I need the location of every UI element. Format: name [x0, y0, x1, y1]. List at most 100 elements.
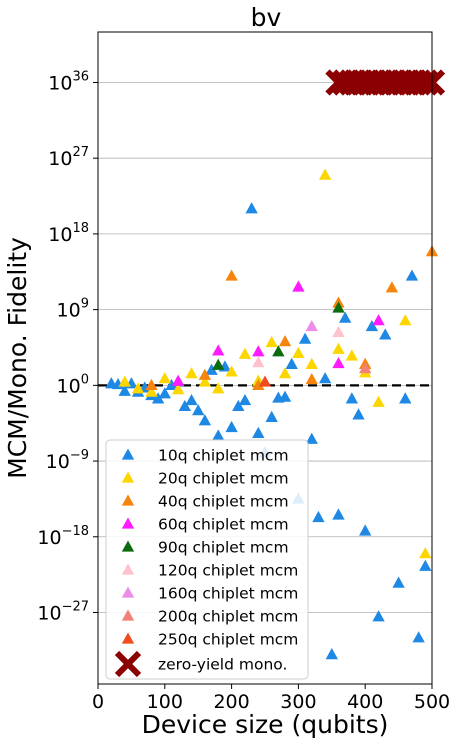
data-point	[359, 362, 372, 374]
data-point	[212, 344, 225, 356]
data-point	[252, 378, 265, 391]
x-tick-label: 0	[92, 691, 104, 713]
series-9	[325, 69, 446, 96]
data-point	[238, 347, 252, 359]
data-point	[278, 367, 292, 379]
data-point	[232, 399, 245, 412]
legend-marker	[121, 586, 135, 598]
data-point	[318, 168, 332, 180]
y-tick-exponent: 0	[81, 372, 89, 387]
data-point	[151, 392, 165, 404]
y-tick-base: 10	[46, 451, 70, 473]
data-point	[405, 269, 419, 281]
y-tick-label: 1036	[48, 69, 89, 94]
legend-marker-x-stroke	[114, 650, 142, 678]
legend-label: 160q chiplet mcm	[158, 585, 298, 603]
data-point	[198, 414, 212, 426]
legend-label: 40q chiplet mcm	[158, 493, 289, 511]
legend-label: 10q chiplet mcm	[158, 447, 289, 465]
y-tick-label: 10−18	[37, 524, 89, 549]
legend-label: 90q chiplet mcm	[158, 539, 289, 557]
data-point	[252, 356, 265, 368]
data-point	[165, 378, 178, 391]
data-point	[305, 432, 318, 444]
y-tick-label: 1027	[48, 145, 89, 170]
series-4	[212, 301, 345, 370]
y-tick-label: 10−9	[46, 448, 89, 473]
data-point	[359, 524, 372, 536]
legend-marker	[121, 540, 135, 552]
data-point	[212, 382, 225, 394]
x-axis-ticks: 0 100 200 300 400 500	[92, 684, 450, 713]
data-point	[385, 281, 399, 293]
legend-marker	[121, 563, 135, 575]
data-point	[118, 375, 131, 387]
data-point	[332, 356, 345, 369]
data-point	[412, 631, 425, 643]
data-point	[171, 374, 185, 386]
y-tick-base: 10	[57, 375, 81, 397]
x-axis-label: Device size (qubits)	[142, 710, 389, 739]
data-point	[298, 332, 312, 344]
data-point	[338, 311, 352, 323]
data-point	[365, 319, 379, 332]
y-tick-base: 10	[37, 527, 61, 549]
data-point	[118, 384, 131, 396]
legend-marker	[121, 494, 135, 506]
y-tick-exponent: 36	[72, 69, 89, 84]
data-point	[372, 395, 385, 407]
data-point	[399, 392, 412, 404]
data-point-x	[412, 69, 439, 96]
x-tick-label: 300	[280, 691, 316, 713]
data-point	[278, 335, 292, 347]
data-point	[145, 378, 158, 391]
data-point	[272, 345, 285, 357]
legend-label: zero-yield mono.	[158, 656, 287, 674]
legend-entries: 10q chiplet mcm 20q chiplet mcm 40q chiple…	[114, 447, 298, 678]
series-6	[305, 319, 318, 332]
y-tick-exponent: 18	[72, 221, 89, 236]
data-point	[325, 648, 338, 660]
x-tick-label: 400	[347, 691, 383, 713]
data-point	[332, 342, 345, 354]
data-point	[158, 387, 171, 399]
series-7	[359, 362, 372, 374]
chart-title: bv	[251, 3, 282, 32]
data-point	[372, 610, 385, 622]
data-point	[345, 392, 359, 404]
data-point	[245, 202, 258, 214]
data-point	[265, 410, 278, 422]
y-tick-exponent: 27	[72, 145, 89, 160]
legend: 10q chiplet mcm 20q chiplet mcm 40q chiple…	[105, 439, 309, 680]
legend-marker-x	[114, 650, 142, 678]
y-tick-label: 100	[57, 372, 89, 397]
data-point	[419, 547, 432, 559]
y-tick-exponent: −27	[62, 599, 89, 614]
data-point	[225, 420, 238, 433]
legend-label: 60q chiplet mcm	[158, 516, 289, 534]
data-point	[292, 346, 305, 359]
y-tick-label: 1018	[48, 221, 89, 246]
data-point	[372, 314, 385, 326]
series-0	[105, 202, 432, 660]
legend-marker	[121, 471, 135, 483]
legend-marker	[121, 632, 135, 644]
data-point	[258, 375, 272, 387]
y-tick-exponent: 9	[81, 297, 89, 312]
data-point	[212, 429, 225, 441]
data-point	[278, 390, 292, 402]
data-point	[192, 404, 205, 416]
legend-label: 200q chiplet mcm	[158, 608, 298, 626]
data-point	[252, 426, 265, 438]
x-tick-label: 200	[213, 691, 249, 713]
y-tick-exponent: −18	[62, 524, 89, 539]
series-3	[171, 280, 385, 386]
legend-label: 250q chiplet mcm	[158, 631, 298, 649]
data-point	[178, 399, 192, 412]
x-tick-label: 500	[414, 691, 450, 713]
data-point	[419, 559, 432, 571]
data-point	[185, 367, 198, 379]
data-point	[312, 510, 325, 523]
